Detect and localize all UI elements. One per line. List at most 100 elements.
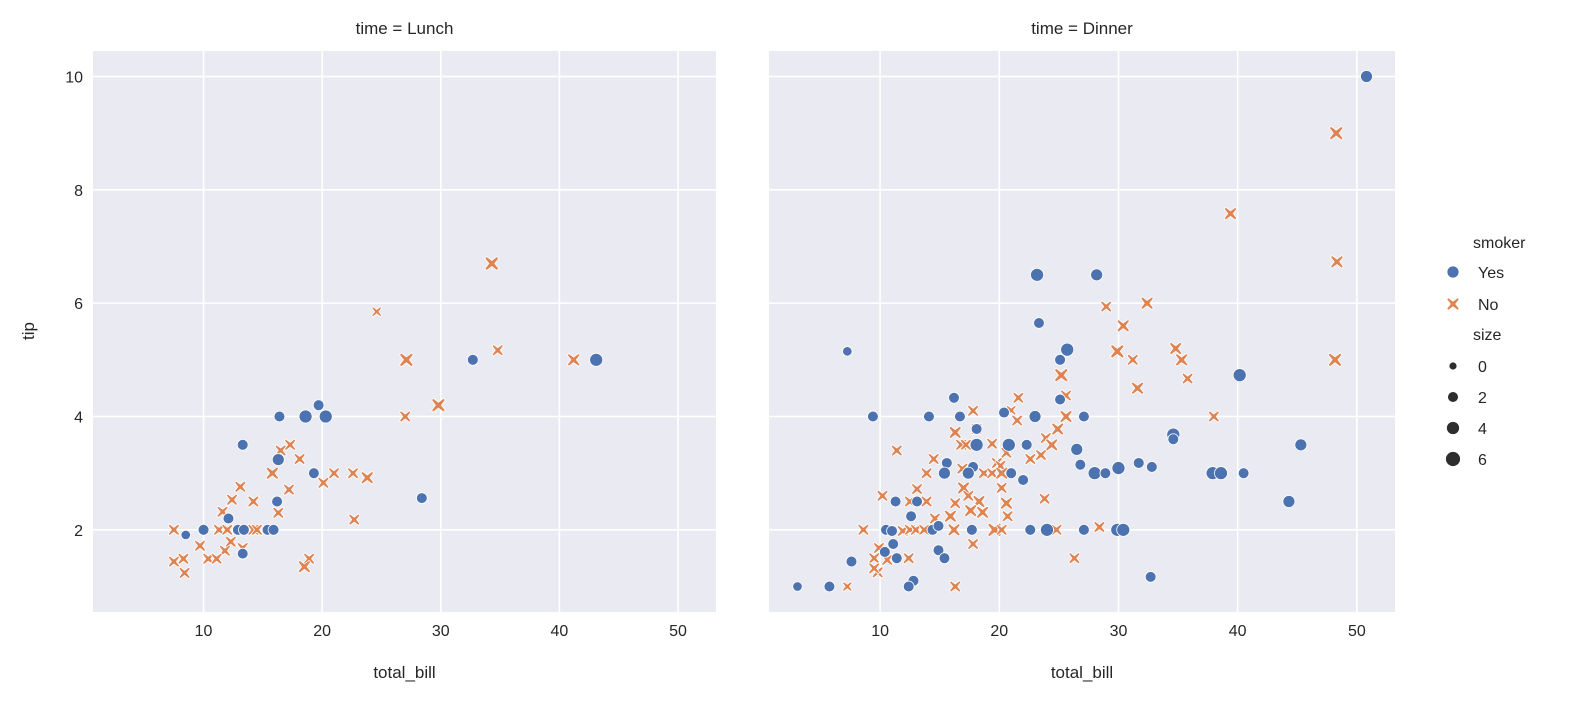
x-axis-label: total_bill xyxy=(373,663,435,682)
legend-size-marker xyxy=(1448,361,1458,371)
data-point xyxy=(966,524,978,536)
x-tick-label: 40 xyxy=(1229,623,1247,640)
legend-size-marker xyxy=(1446,421,1460,435)
data-point xyxy=(312,399,325,411)
data-point xyxy=(225,493,239,507)
legend-marker-no-x-icon xyxy=(1446,297,1460,311)
data-point xyxy=(938,466,951,480)
data-point xyxy=(398,352,414,368)
data-point xyxy=(236,439,249,451)
data-point xyxy=(927,452,940,466)
legend-marker-yes-circle-icon xyxy=(1446,265,1460,279)
data-point xyxy=(970,423,983,435)
data-point xyxy=(1330,254,1344,269)
data-point xyxy=(346,466,360,480)
data-point xyxy=(998,406,1010,419)
data-point xyxy=(308,467,320,479)
data-point xyxy=(1030,267,1045,282)
data-point xyxy=(1024,524,1037,536)
data-point xyxy=(317,476,330,490)
x-tick-label: 10 xyxy=(195,623,213,640)
data-point xyxy=(1005,467,1018,479)
data-point xyxy=(1328,125,1344,141)
data-point xyxy=(1214,466,1228,481)
data-point xyxy=(1360,70,1373,83)
data-point xyxy=(920,466,933,480)
legend-label: No xyxy=(1478,297,1499,314)
data-point xyxy=(566,352,581,367)
data-point xyxy=(1010,414,1024,427)
data-point xyxy=(1181,372,1194,385)
data-point xyxy=(1168,341,1183,356)
data-point xyxy=(902,551,915,565)
data-point xyxy=(943,509,958,524)
legend-size-marker xyxy=(1447,391,1459,403)
data-point xyxy=(1116,522,1131,537)
data-point xyxy=(371,306,383,318)
data-point xyxy=(963,503,978,518)
data-point xyxy=(995,481,1008,495)
data-point xyxy=(966,537,980,551)
facet-panel-lunch: 10 20 30 40 50 2 4 6 8 10 time = Lunch total_bill xyxy=(65,19,716,682)
data-point xyxy=(948,391,960,404)
legend-hue-title: smoker xyxy=(1473,235,1526,252)
data-point xyxy=(1090,268,1104,282)
data-point xyxy=(484,256,500,271)
data-point xyxy=(948,425,963,440)
data-point xyxy=(1001,509,1014,523)
data-point xyxy=(917,523,931,537)
data-point xyxy=(234,480,247,494)
data-point xyxy=(265,466,280,481)
legend-label: 6 xyxy=(1478,452,1487,469)
data-point xyxy=(247,495,260,508)
data-point xyxy=(283,438,297,452)
data-point xyxy=(879,546,891,558)
data-point xyxy=(867,410,879,423)
data-point xyxy=(947,522,961,537)
data-point xyxy=(222,512,235,525)
data-point xyxy=(905,510,917,523)
legend-size-title: size xyxy=(1473,327,1502,344)
data-point xyxy=(238,524,250,536)
y-axis-label: tip xyxy=(19,322,38,340)
data-point xyxy=(1111,461,1126,476)
data-point xyxy=(1012,391,1025,405)
data-point xyxy=(1207,410,1221,423)
legend-label: Yes xyxy=(1478,265,1504,282)
data-point xyxy=(293,452,306,466)
data-point xyxy=(941,457,953,469)
data-point xyxy=(431,397,446,413)
data-point xyxy=(841,580,853,593)
data-point xyxy=(1054,393,1066,406)
plot-area xyxy=(769,51,1395,612)
data-point xyxy=(1223,206,1238,221)
data-point xyxy=(1070,442,1084,456)
legend-label: 0 xyxy=(1478,359,1487,376)
data-point xyxy=(1109,343,1125,359)
data-point xyxy=(1044,437,1059,452)
panel-title: time = Lunch xyxy=(356,19,454,38)
data-point xyxy=(250,523,264,537)
data-point xyxy=(948,496,962,510)
data-point xyxy=(923,410,935,423)
data-point xyxy=(876,489,889,503)
data-point xyxy=(890,552,903,564)
data-point xyxy=(282,483,296,496)
data-point xyxy=(886,525,898,537)
data-point xyxy=(857,523,870,537)
data-point xyxy=(1167,433,1180,445)
series-yes xyxy=(180,352,604,560)
data-point xyxy=(961,466,975,480)
data-point xyxy=(932,544,945,557)
data-point xyxy=(902,580,915,593)
data-point xyxy=(297,559,312,574)
data-point xyxy=(1282,495,1296,508)
data-point xyxy=(845,555,858,568)
data-point xyxy=(975,505,990,520)
data-point xyxy=(302,552,316,565)
data-point xyxy=(889,495,902,508)
data-point xyxy=(1060,342,1075,357)
data-point xyxy=(867,562,881,575)
data-point xyxy=(1144,571,1157,583)
